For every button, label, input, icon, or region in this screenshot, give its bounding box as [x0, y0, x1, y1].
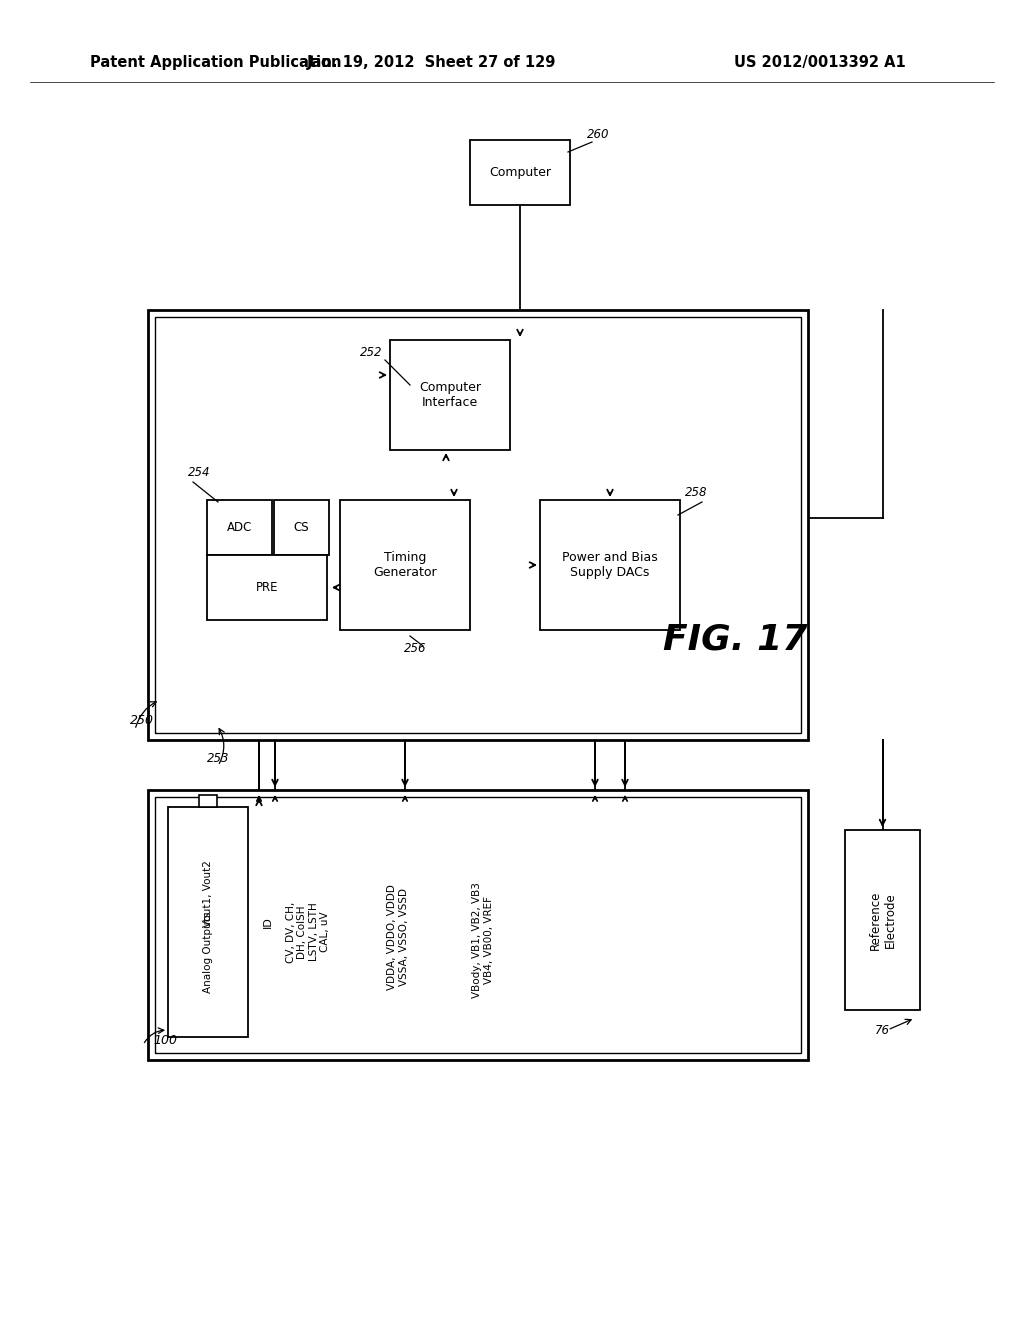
Text: US 2012/0013392 A1: US 2012/0013392 A1	[734, 54, 906, 70]
Text: 252: 252	[359, 346, 382, 359]
Text: Reference
Electrode: Reference Electrode	[868, 890, 896, 949]
Text: 250: 250	[130, 714, 154, 726]
Text: 258: 258	[685, 486, 708, 499]
Text: 260: 260	[587, 128, 609, 141]
Bar	[148, 789, 808, 1060]
Bar	[340, 500, 470, 630]
Bar	[470, 140, 570, 205]
Text: ADC: ADC	[226, 521, 252, 535]
Bar	[207, 554, 327, 620]
Text: VBody, VB1, VB2, VB3
VB4, VB00, VREF: VBody, VB1, VB2, VB3 VB4, VB00, VREF	[472, 882, 494, 998]
Text: CV, DV, CH,
DH, ColSH
LSTV, LSTH
CAL, uV: CV, DV, CH, DH, ColSH LSTV, LSTH CAL, uV	[286, 902, 331, 962]
Bar	[207, 500, 272, 554]
Text: CS: CS	[294, 521, 309, 535]
Text: VDDA, VDDO, VDDD
VSSA, VSSO, VSSD: VDDA, VDDO, VDDD VSSA, VSSO, VSSD	[387, 884, 409, 990]
Text: Jan. 19, 2012  Sheet 27 of 129: Jan. 19, 2012 Sheet 27 of 129	[307, 54, 557, 70]
Text: Analog Outputs: Analog Outputs	[203, 911, 213, 993]
Bar	[155, 317, 801, 733]
Bar	[845, 830, 920, 1010]
Text: Vout1, Vout2: Vout1, Vout2	[203, 861, 213, 928]
Bar	[540, 500, 680, 630]
Text: 76: 76	[874, 1023, 890, 1036]
Text: Patent Application Publication: Patent Application Publication	[90, 54, 341, 70]
Bar	[274, 500, 329, 554]
Text: 253: 253	[207, 751, 229, 764]
Text: PRE: PRE	[256, 581, 279, 594]
Bar	[199, 795, 217, 807]
Bar	[390, 341, 510, 450]
Text: Power and Bias
Supply DACs: Power and Bias Supply DACs	[562, 550, 657, 579]
Text: FIG. 17: FIG. 17	[663, 623, 807, 657]
Text: 256: 256	[403, 642, 426, 655]
Text: Timing
Generator: Timing Generator	[373, 550, 437, 579]
Text: Computer: Computer	[489, 166, 551, 180]
Text: 254: 254	[188, 466, 211, 479]
Text: ID: ID	[263, 916, 273, 928]
Bar	[155, 797, 801, 1053]
Text: Computer
Interface: Computer Interface	[419, 381, 481, 409]
Text: 100: 100	[153, 1034, 177, 1047]
Bar	[148, 310, 808, 741]
Bar	[168, 807, 248, 1038]
